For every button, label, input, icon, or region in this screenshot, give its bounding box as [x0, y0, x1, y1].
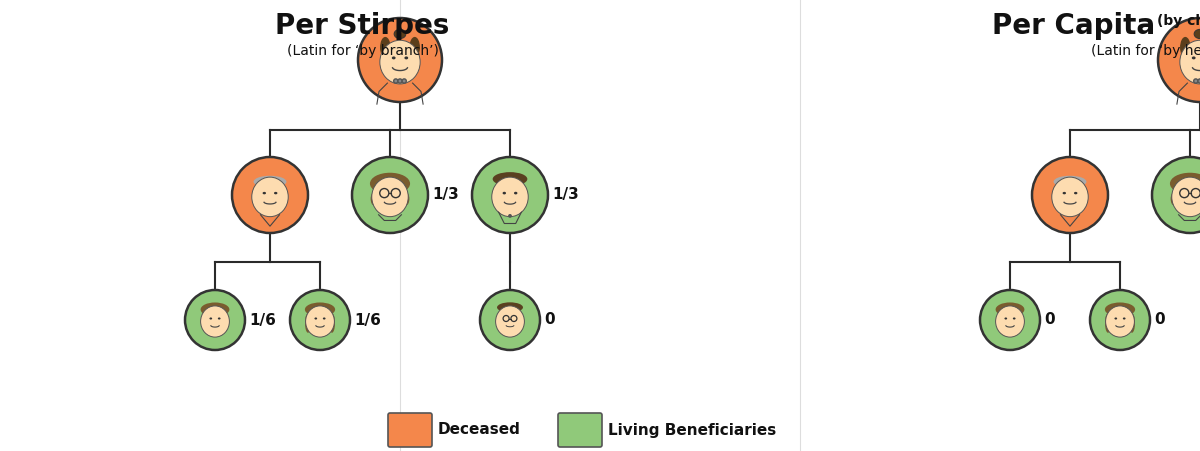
Ellipse shape: [404, 56, 408, 60]
Ellipse shape: [370, 173, 410, 194]
Ellipse shape: [252, 177, 288, 216]
Ellipse shape: [218, 318, 221, 320]
Ellipse shape: [402, 192, 409, 206]
Circle shape: [394, 79, 398, 83]
Ellipse shape: [200, 303, 229, 317]
Ellipse shape: [1192, 56, 1195, 60]
Ellipse shape: [274, 192, 277, 194]
Text: Living Beneficiaries: Living Beneficiaries: [608, 423, 776, 437]
Ellipse shape: [1105, 303, 1135, 317]
Circle shape: [508, 214, 512, 218]
Ellipse shape: [1054, 176, 1086, 188]
Text: 1/6: 1/6: [354, 313, 380, 327]
Circle shape: [480, 290, 540, 350]
Circle shape: [1152, 157, 1200, 233]
Text: 0: 0: [1044, 313, 1055, 327]
Circle shape: [358, 18, 442, 102]
Text: 1/3: 1/3: [552, 188, 578, 202]
Ellipse shape: [305, 303, 335, 317]
Ellipse shape: [394, 29, 406, 39]
Circle shape: [185, 290, 245, 350]
Ellipse shape: [380, 40, 420, 84]
Text: 1/3: 1/3: [432, 188, 458, 202]
Ellipse shape: [497, 302, 523, 313]
Ellipse shape: [1074, 192, 1078, 194]
Text: (by children): (by children): [1157, 14, 1200, 28]
Ellipse shape: [1123, 318, 1126, 320]
Text: (Latin for ‘by head’): (Latin for ‘by head’): [1091, 44, 1200, 58]
Ellipse shape: [306, 306, 335, 337]
Ellipse shape: [493, 172, 527, 186]
Text: Deceased: Deceased: [438, 423, 521, 437]
Circle shape: [1090, 290, 1150, 350]
Circle shape: [980, 290, 1040, 350]
Ellipse shape: [305, 313, 311, 333]
Ellipse shape: [371, 192, 378, 206]
Ellipse shape: [200, 306, 229, 337]
Ellipse shape: [996, 303, 1025, 317]
Ellipse shape: [514, 192, 517, 194]
Circle shape: [398, 79, 402, 83]
Ellipse shape: [1180, 40, 1200, 84]
Ellipse shape: [496, 306, 524, 337]
Ellipse shape: [323, 318, 325, 320]
Text: 0: 0: [544, 313, 554, 327]
Ellipse shape: [210, 318, 212, 320]
Ellipse shape: [1129, 313, 1135, 333]
Text: Per Capita: Per Capita: [992, 12, 1154, 40]
Ellipse shape: [1170, 173, 1200, 194]
Ellipse shape: [1180, 37, 1190, 58]
Ellipse shape: [372, 177, 408, 216]
Ellipse shape: [503, 192, 506, 194]
Text: 0: 0: [1154, 313, 1165, 327]
Ellipse shape: [1004, 318, 1007, 320]
Ellipse shape: [1171, 177, 1200, 216]
Ellipse shape: [392, 56, 396, 60]
Ellipse shape: [1194, 29, 1200, 39]
Text: Per Stirpes: Per Stirpes: [275, 12, 450, 40]
Ellipse shape: [329, 313, 335, 333]
Ellipse shape: [253, 176, 287, 188]
Circle shape: [1032, 157, 1108, 233]
Circle shape: [290, 290, 350, 350]
Circle shape: [1198, 79, 1200, 83]
Text: 1/6: 1/6: [250, 313, 276, 327]
Ellipse shape: [380, 37, 390, 58]
Circle shape: [1158, 18, 1200, 102]
Ellipse shape: [1105, 313, 1111, 333]
Ellipse shape: [409, 37, 420, 58]
Ellipse shape: [492, 177, 528, 216]
Ellipse shape: [1062, 192, 1066, 194]
Ellipse shape: [996, 306, 1025, 337]
Ellipse shape: [314, 318, 317, 320]
Circle shape: [352, 157, 428, 233]
Circle shape: [232, 157, 308, 233]
Ellipse shape: [1171, 192, 1177, 206]
Text: (Latin for ‘by branch’): (Latin for ‘by branch’): [287, 44, 438, 58]
FancyBboxPatch shape: [558, 413, 602, 447]
Circle shape: [472, 157, 548, 233]
Ellipse shape: [1105, 306, 1134, 337]
Ellipse shape: [1115, 318, 1117, 320]
Ellipse shape: [1013, 318, 1015, 320]
Ellipse shape: [1051, 177, 1088, 216]
Circle shape: [1194, 79, 1198, 83]
Circle shape: [402, 79, 407, 83]
FancyBboxPatch shape: [388, 413, 432, 447]
Ellipse shape: [263, 192, 266, 194]
